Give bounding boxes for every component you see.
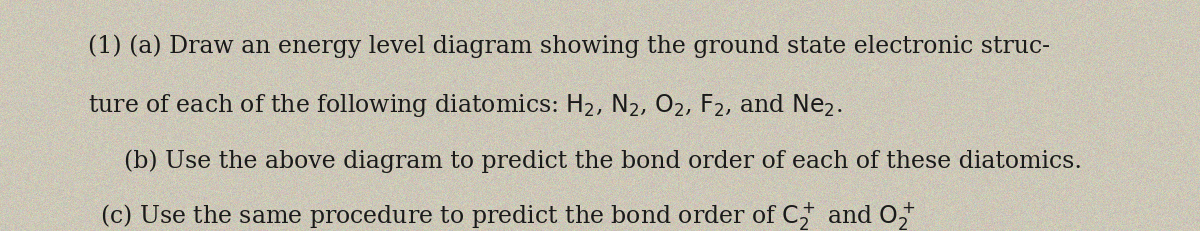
Text: (b) Use the above diagram to predict the bond order of each of these diatomics.: (b) Use the above diagram to predict the… <box>124 149 1081 172</box>
Text: (c) Use the same procedure to predict the bond order of $\mathrm{C_2^+}$ and $\m: (c) Use the same procedure to predict th… <box>100 199 914 231</box>
Text: ture of each of the following diatomics: $\mathrm{H_2}$, $\mathrm{N_2}$, $\mathr: ture of each of the following diatomics:… <box>88 92 842 119</box>
Text: (1) (a) Draw an energy level diagram showing the ground state electronic struc-: (1) (a) Draw an energy level diagram sho… <box>88 34 1050 58</box>
